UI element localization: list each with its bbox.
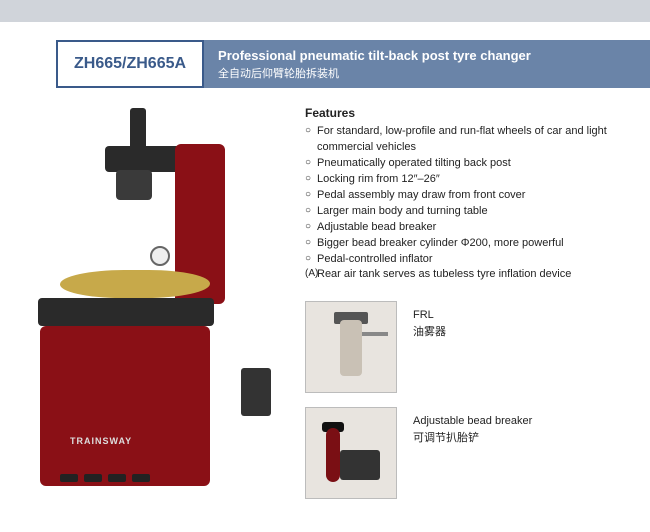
tyre-changer-illustration: TRAINSWAY [20,106,285,486]
page-top-border [0,0,650,22]
model-number-box: ZH665/ZH665A [56,40,204,88]
header-band: ZH665/ZH665A Professional pneumatic tilt… [0,40,650,88]
callout-labels: FRL油雾器 [413,301,446,340]
bead-thumbnail [305,407,397,499]
feature-item: Pedal-controlled inflator [305,252,630,268]
product-title-zh: 全自动后仰臂轮胎拆装机 [218,65,636,81]
title-box: Professional pneumatic tilt-back post ty… [204,40,650,88]
product-title-en: Professional pneumatic tilt-back post ty… [218,48,636,63]
features-list: For standard, low-profile and run-flat w… [305,124,630,283]
feature-item: Locking rim from 12″–26″ [305,172,630,188]
frl-thumbnail [305,301,397,393]
callout: FRL油雾器 [305,301,630,393]
feature-item: Pneumatically operated tilting back post [305,156,630,172]
callouts-area: FRL油雾器 Adjustable bead breaker可调节扒胎铲 [305,301,630,499]
content-area: TRAINSWAY Features For standard, low-pro… [0,88,650,509]
right-column: Features For standard, low-profile and r… [305,106,630,499]
product-image-area: TRAINSWAY [20,106,285,486]
feature-item: Adjustable bead breaker [305,220,630,236]
model-number: ZH665/ZH665A [74,55,186,73]
machine-brand-label: TRAINSWAY [70,436,132,446]
feature-item: Larger main body and turning table [305,204,630,220]
feature-item: Rear air tank serves as tubeless tyre in… [305,267,630,283]
pedal-icons [60,474,150,482]
callout-label-en: Adjustable bead breaker [413,413,532,430]
callout: Adjustable bead breaker可调节扒胎铲 [305,407,630,499]
feature-item: Pedal assembly may draw from front cover [305,188,630,204]
feature-item: Bigger bead breaker cylinder Φ200, more … [305,236,630,252]
callout-label-en: FRL [413,307,446,324]
callout-label-zh: 可调节扒胎铲 [413,430,532,447]
callout-label-zh: 油雾器 [413,324,446,341]
features-heading: Features [305,106,630,120]
callout-labels: Adjustable bead breaker可调节扒胎铲 [413,407,532,446]
feature-item: For standard, low-profile and run-flat w… [305,124,630,156]
